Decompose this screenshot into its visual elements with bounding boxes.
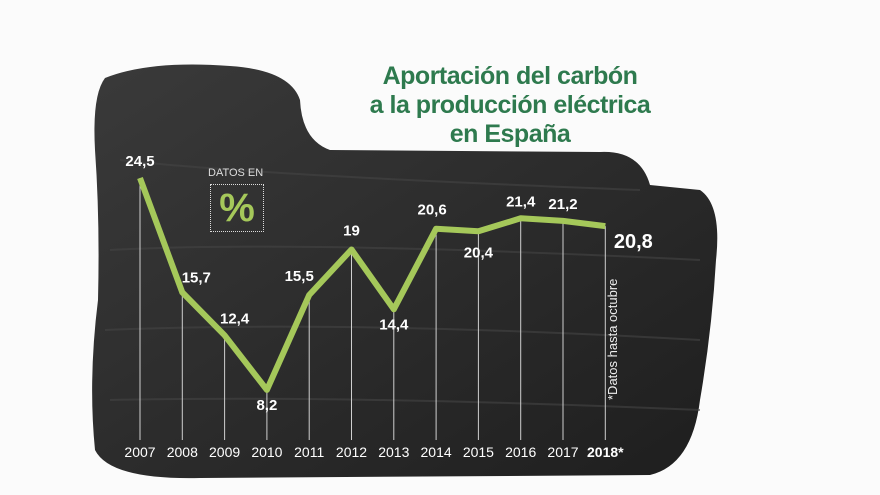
footnote: *Datos hasta octubre	[605, 278, 620, 400]
data-label: 24,5	[125, 153, 154, 170]
unit-label: DATOS EN	[208, 167, 264, 179]
x-tick-label: 2010	[251, 444, 282, 460]
data-label: 21,2	[548, 196, 577, 213]
coal-shape	[92, 64, 718, 479]
data-label: 21,4	[506, 193, 536, 210]
x-tick-label: 2014	[421, 444, 452, 460]
title-line-1: Aportación del carbón	[382, 62, 638, 90]
data-label: 15,7	[182, 269, 211, 286]
data-label: 12,4	[220, 310, 250, 327]
chart-title: Aportación del carbón a la producción el…	[300, 62, 720, 149]
title-line-3: en España	[449, 120, 571, 148]
x-tick-label: 2018*	[587, 444, 624, 460]
data-label: 8,2	[256, 397, 277, 414]
data-label: 14,4	[379, 316, 409, 333]
title-line-2: a la producción eléctrica	[369, 91, 651, 119]
x-tick-label: 2013	[378, 444, 409, 460]
series-line	[137, 176, 606, 393]
data-label: 20,4	[464, 244, 494, 261]
data-label: 19	[343, 223, 360, 240]
unit-badge: %	[210, 184, 264, 232]
data-label: 20,6	[417, 202, 446, 219]
x-tick-label: 2011	[294, 444, 324, 460]
x-tick-label: 2012	[336, 444, 367, 460]
x-tick-label: 2015	[463, 444, 494, 460]
x-tick-label: 2007	[124, 444, 155, 460]
x-tick-label: 2008	[167, 444, 198, 460]
x-tick-label: 2017	[547, 444, 578, 460]
data-label: 20,8	[614, 231, 653, 253]
x-tick-label: 2009	[209, 444, 240, 460]
data-label: 15,5	[285, 268, 314, 285]
x-tick-label: 2016	[505, 444, 536, 460]
